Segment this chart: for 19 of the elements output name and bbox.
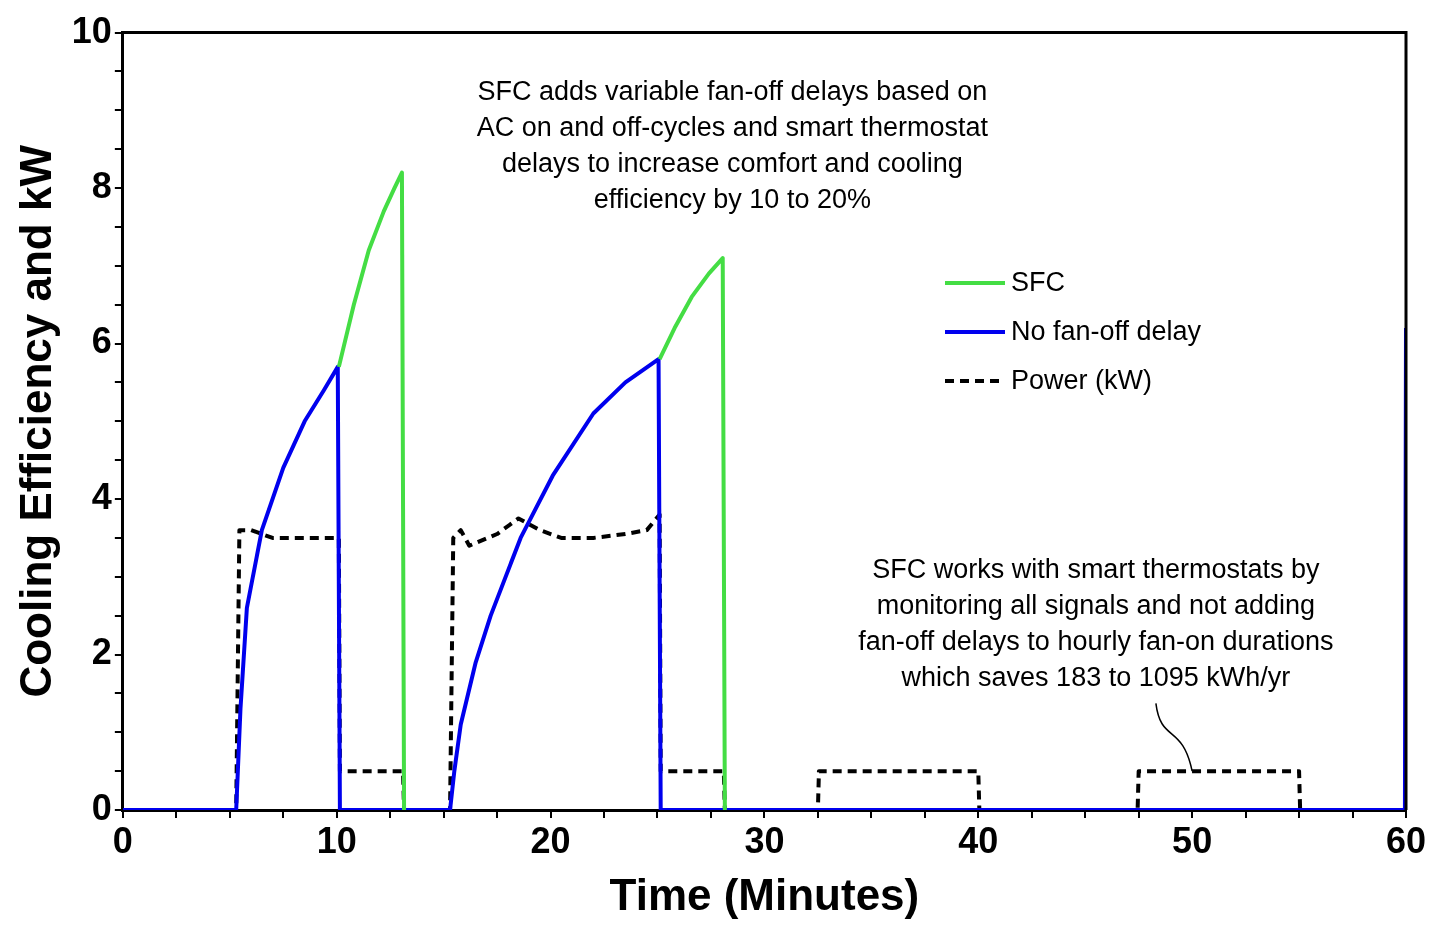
x-tick-label: 30: [744, 819, 785, 861]
y-tick-label: 0: [91, 786, 112, 828]
y-tick-label: 4: [91, 475, 112, 517]
y-tick-label: 8: [91, 165, 112, 206]
x-tick-label: 10: [316, 819, 357, 861]
y-tick-label: 2: [91, 631, 112, 673]
legend-label: SFC: [1011, 267, 1065, 298]
annotation: SFC adds variable fan-off delays based on AC on and off-cycles and smart thermostat delays to increase comfort and cooling efficiency by 10 to 20%: [476, 76, 989, 215]
x-axis-title: Time (Minutes): [609, 869, 920, 919]
y-tick-label: 6: [91, 320, 112, 362]
x-tick-label: 20: [530, 819, 571, 861]
x-tick-label: 50: [1172, 819, 1213, 861]
legend-label: Power (kW): [1011, 365, 1152, 396]
x-tick-label: 60: [1385, 819, 1427, 861]
y-axis-title: Cooling Efficiency and kW: [10, 144, 60, 698]
annotation: SFC works with smart thermostats by monitoring all signals and not adding fan-off delays to hourly fan-on durations which saves 183 to 1095 kWh/yr: [858, 554, 1334, 693]
legend-label: No fan-off delay: [1011, 316, 1202, 347]
x-tick-label: 40: [958, 819, 999, 861]
y-tick-label: 10: [71, 9, 112, 51]
